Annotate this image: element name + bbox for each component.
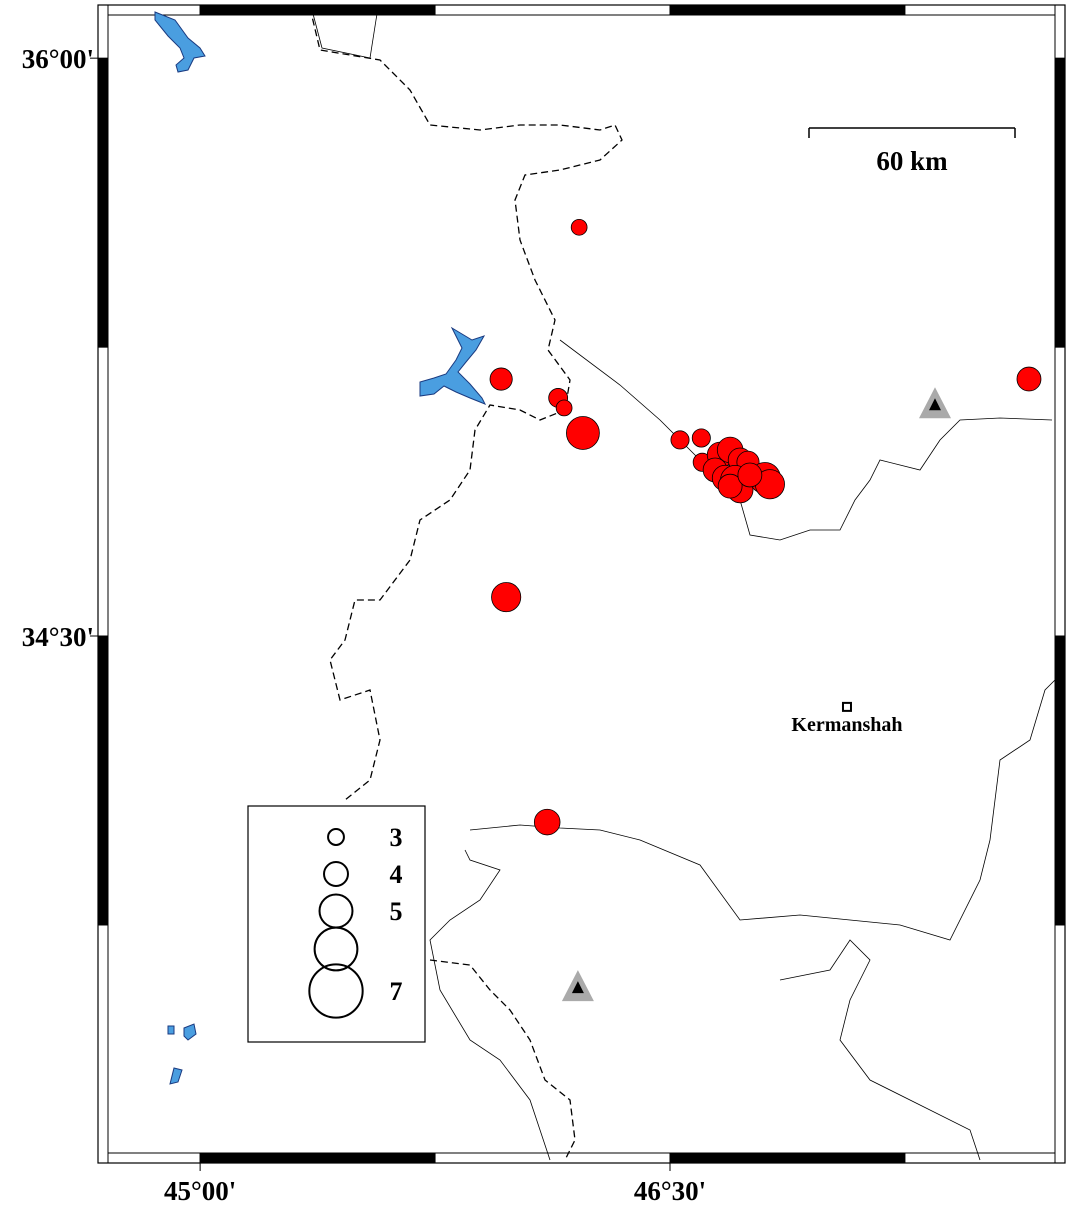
legend-circle: [313, 926, 359, 972]
legend-label: 5: [390, 897, 403, 926]
borders: [309, 7, 1056, 1161]
frame-segment: [904, 1152, 1066, 1164]
lon-tick-label: 45°00': [164, 1176, 236, 1203]
earthquake: [491, 582, 522, 613]
earthquake: [570, 218, 588, 236]
province-border: [311, 7, 379, 59]
international-border: [309, 7, 623, 801]
frame-segment: [97, 1152, 201, 1164]
frame-segment: [1054, 57, 1066, 348]
frame-segment: [434, 1152, 671, 1164]
station-core: [571, 981, 584, 994]
frame-segment: [97, 57, 109, 348]
scale-label: 60 km: [876, 146, 948, 176]
frame-segment: [1054, 346, 1066, 637]
frame-segment: [97, 346, 109, 637]
legend-circle: [308, 963, 364, 1019]
lake: [154, 11, 206, 73]
lakes: [154, 11, 487, 1085]
legend-label: 7: [390, 977, 403, 1006]
lat-tick-label: 34°30': [22, 622, 94, 652]
province-border: [779, 939, 981, 1161]
map-border: [97, 4, 1066, 1164]
legend-label: 3: [390, 823, 403, 852]
lake: [169, 1067, 183, 1085]
earthquake: [670, 430, 690, 450]
lat-tick-label: 36°00': [22, 44, 94, 74]
frame-segment: [199, 4, 436, 16]
international-border: [429, 959, 576, 1161]
lake: [167, 1025, 175, 1035]
province-border: [429, 849, 551, 1161]
station-core: [929, 398, 942, 411]
frame-segment: [669, 4, 906, 16]
earthquake: [691, 428, 711, 448]
province-border: [469, 679, 1056, 941]
frame-segment: [1054, 4, 1066, 59]
frame-segment: [669, 1152, 906, 1164]
legend-label: 4: [390, 860, 403, 889]
legend-circle: [323, 861, 349, 887]
province-border: [559, 339, 1053, 541]
city-label: Kermanshah: [791, 714, 902, 736]
lon-tick-label: 46°30': [634, 1176, 706, 1203]
frame-segment: [97, 635, 109, 926]
frame-segment: [97, 4, 109, 59]
frame-segment: [904, 4, 1066, 16]
marks: Kermanshah: [489, 218, 1042, 1002]
lake: [419, 326, 487, 405]
lake: [183, 1023, 197, 1041]
frame-segment: [434, 4, 671, 16]
earthquake: [566, 416, 600, 450]
earthquake: [737, 462, 763, 488]
earthquake: [1016, 366, 1042, 392]
frame-segment: [1054, 924, 1066, 1164]
earthquake: [533, 808, 561, 836]
frame-segment: [97, 924, 109, 1164]
map-frame: [97, 4, 1066, 1164]
frame-segment: [199, 1152, 436, 1164]
frame-segment: [1054, 635, 1066, 926]
frame-segment: [97, 4, 201, 16]
legend-circle: [327, 828, 345, 846]
earthquake: [555, 399, 573, 417]
earthquake: [489, 367, 513, 391]
earthquake: [717, 473, 743, 499]
city-marker: [841, 701, 852, 712]
